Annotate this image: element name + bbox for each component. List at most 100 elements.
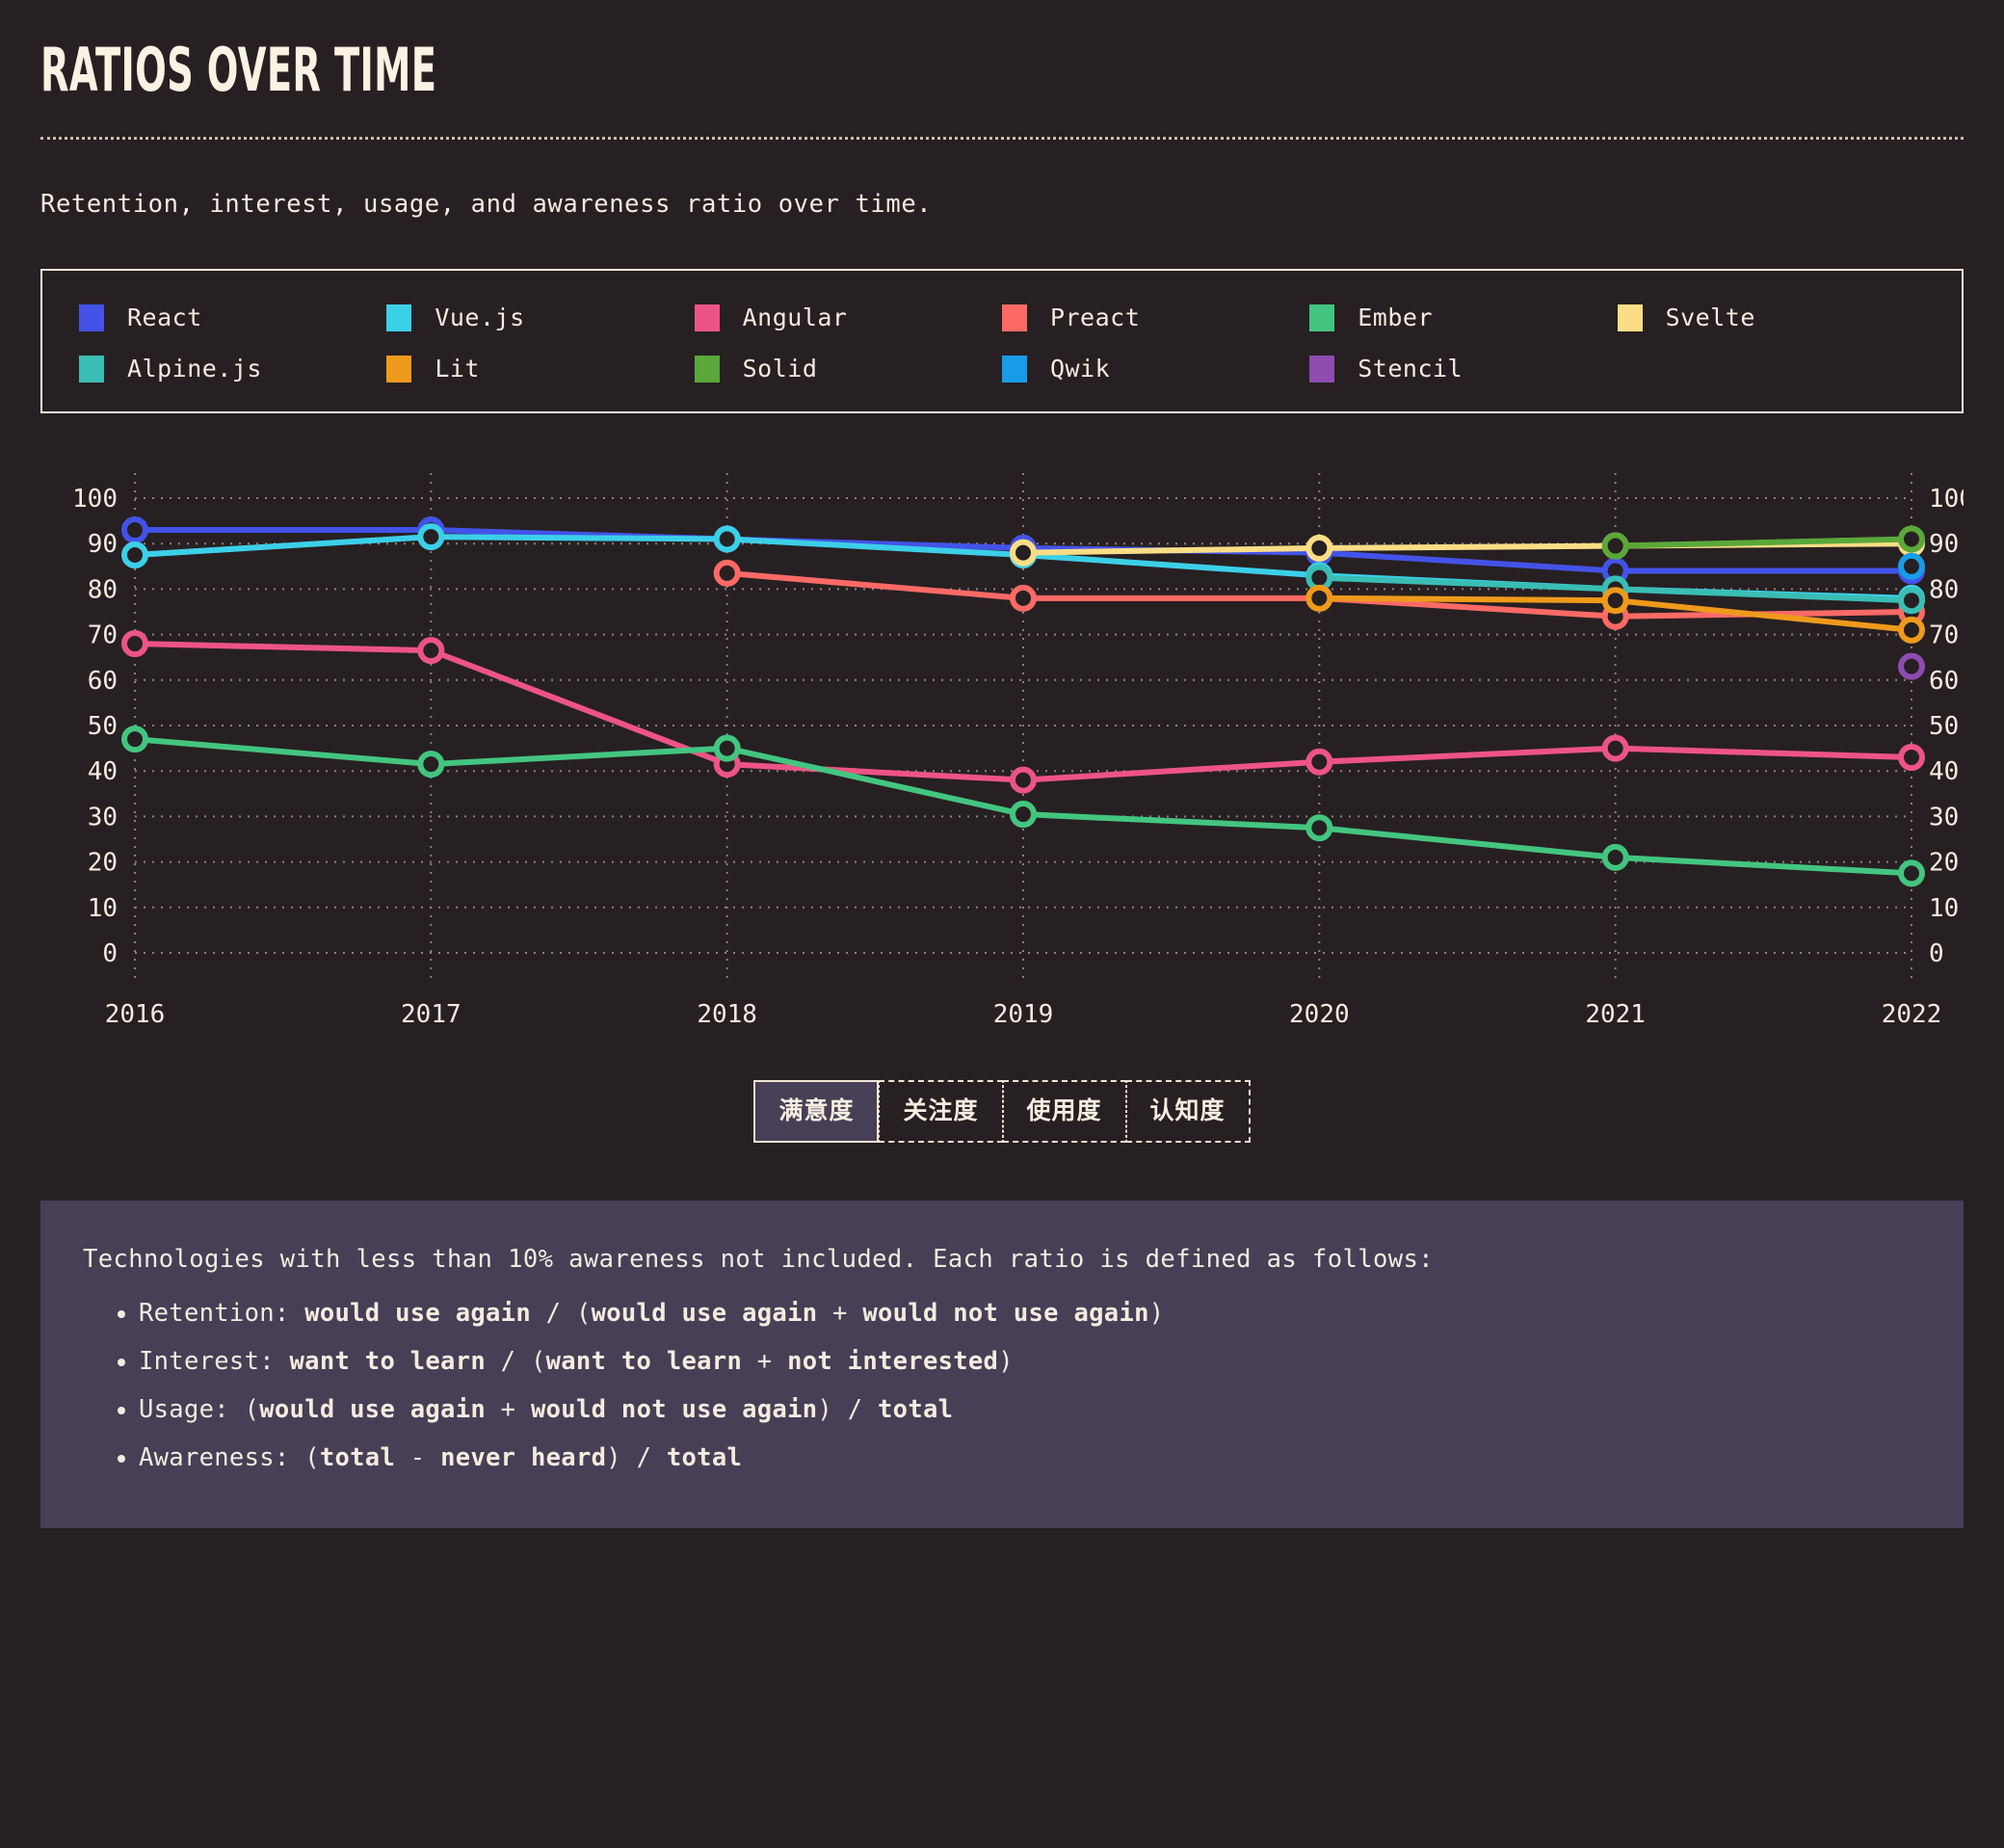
footnote-token: -	[395, 1443, 441, 1473]
x-axis-tick-label-bottom: 2019	[993, 1000, 1054, 1029]
series-point	[1305, 814, 1333, 842]
chart-legend: React Vue.js Angular Preact Ember Svelte Alpin…	[40, 269, 1964, 413]
footnote-token: (	[244, 1395, 260, 1425]
series-line	[1612, 536, 1914, 549]
series-point	[121, 630, 148, 658]
ratios-line-chart: 0 0 10 10 20 20 30 30 40 40 50 50 60 60 70 70 80 80 90 90 10…	[40, 462, 1964, 1040]
legend-item-vue-js[interactable]: Vue.js	[386, 304, 694, 331]
legend-swatch-icon	[1309, 355, 1335, 383]
y-axis-tick-label-left: 40	[88, 757, 118, 786]
series-point	[417, 751, 445, 779]
series-point	[1010, 539, 1037, 567]
tab-0[interactable]: 满意度	[753, 1080, 880, 1144]
legend-item-label: Vue.js	[435, 304, 525, 331]
footnote-term: Interest:	[139, 1347, 290, 1377]
legend-item-solid[interactable]: Solid	[694, 355, 1002, 383]
legend-item-label: Svelte	[1665, 304, 1755, 331]
footnote-term: Awareness:	[139, 1443, 305, 1473]
series-point	[1601, 587, 1629, 615]
footnote-token: )	[1148, 1299, 1165, 1329]
series-point	[1601, 734, 1629, 762]
y-axis-tick-label-right: 100	[1929, 485, 1964, 514]
footnote-token-strong: want to learn	[545, 1347, 743, 1377]
y-axis-tick-label-left: 50	[88, 712, 118, 741]
series-point	[121, 541, 148, 568]
y-axis-tick-label-right: 70	[1929, 621, 1959, 650]
title-divider	[40, 137, 1964, 140]
footnote-item: Interest: want to learn / (want to learn…	[139, 1347, 1921, 1376]
series-point	[1898, 859, 1925, 887]
footnote-token: )	[998, 1347, 1014, 1377]
legend-item-label: React	[127, 304, 202, 331]
x-axis-tick-label-bottom: 2016	[105, 1000, 166, 1029]
footnote-token-strong: total	[319, 1443, 396, 1473]
y-axis-tick-label-right: 30	[1929, 803, 1959, 832]
footnote-token-strong: would use again	[304, 1299, 531, 1329]
footnote-list: Retention: would use again / (would use …	[83, 1299, 1921, 1472]
x-axis-tick-label-bottom: 2017	[401, 1000, 461, 1029]
footnote-token: +	[486, 1395, 531, 1425]
legend-item-qwik[interactable]: Qwik	[1001, 355, 1309, 383]
legend-item-preact[interactable]: Preact	[1001, 304, 1309, 331]
legend-item-label: Preact	[1049, 304, 1141, 331]
y-axis-tick-label-right: 50	[1929, 712, 1959, 741]
series-point	[121, 726, 148, 753]
page-title: RATIOS OVER TIME	[40, 35, 437, 105]
series-point	[1305, 584, 1333, 612]
series-ember	[121, 726, 1925, 887]
series-svelte	[1010, 530, 1925, 567]
footnote-token: ) /	[817, 1395, 879, 1425]
legend-item-label: Lit	[435, 355, 480, 383]
tab-1[interactable]: 关注度	[879, 1080, 1003, 1144]
legend-item-lit[interactable]: Lit	[386, 355, 694, 383]
y-axis-tick-label-left: 0	[102, 939, 118, 968]
tab-3[interactable]: 认知度	[1125, 1080, 1251, 1144]
series-point	[1898, 616, 1925, 644]
legend-row: Alpine.js Lit Solid Qwik Stencil	[79, 355, 1925, 383]
chart-footnote: Technologies with less than 10% awarenes…	[40, 1201, 1964, 1529]
series-point	[1010, 584, 1037, 612]
series-point	[121, 516, 148, 544]
y-axis-tick-label-left: 10	[88, 894, 118, 923]
footnote-item: Usage: (would use again + would not use …	[139, 1395, 1921, 1424]
series-angular	[121, 630, 1925, 794]
series-qwik	[1898, 552, 1925, 580]
legend-item-angular[interactable]: Angular	[694, 304, 1002, 331]
tab-2[interactable]: 使用度	[1002, 1080, 1126, 1144]
series-point	[1601, 843, 1629, 871]
legend-swatch-icon	[694, 304, 720, 331]
series-point	[713, 525, 741, 553]
footnote-item: Retention: would use again / (would use …	[139, 1299, 1921, 1328]
ratio-metric-tabs: 满意度 关注度 使用度 认知度	[40, 1080, 1964, 1144]
x-axis-tick-label-bottom: 2022	[1882, 1000, 1942, 1029]
legend-row: React Vue.js Angular Preact Ember Svelte	[79, 304, 1925, 331]
y-axis-tick-label-right: 90	[1929, 530, 1959, 559]
series-point	[713, 559, 741, 587]
footnote-intro: Technologies with less than 10% awarenes…	[83, 1245, 1434, 1275]
legend-item-stencil[interactable]: Stencil	[1309, 355, 1617, 383]
legend-item-label: Qwik	[1049, 355, 1111, 383]
series-point	[1898, 525, 1925, 553]
legend-swatch-icon	[1309, 304, 1335, 331]
y-axis-tick-label-left: 20	[88, 849, 118, 878]
y-axis-tick-label-left: 100	[72, 485, 118, 514]
series-stencil	[1898, 652, 1925, 680]
series-point	[1010, 766, 1037, 794]
series-point	[1010, 801, 1037, 829]
series-solid	[1601, 525, 1925, 560]
footnote-token-strong: never heard	[440, 1443, 607, 1473]
series-point	[713, 734, 741, 762]
series-point	[1601, 532, 1629, 560]
footnote-token: +	[817, 1299, 863, 1329]
y-axis-tick-label-right: 60	[1929, 667, 1959, 696]
legend-item-alpine-js[interactable]: Alpine.js	[79, 355, 386, 383]
x-axis-tick-label-bottom: 2020	[1289, 1000, 1350, 1029]
y-axis-tick-label-left: 90	[88, 530, 118, 559]
footnote-token: ) /	[606, 1443, 667, 1473]
legend-item-label: Solid	[742, 355, 818, 383]
legend-item-react[interactable]: React	[79, 304, 386, 331]
legend-swatch-icon	[1617, 304, 1643, 331]
footnote-token: / (	[486, 1347, 546, 1377]
legend-item-svelte[interactable]: Svelte	[1617, 304, 1925, 331]
legend-item-ember[interactable]: Ember	[1309, 304, 1617, 331]
